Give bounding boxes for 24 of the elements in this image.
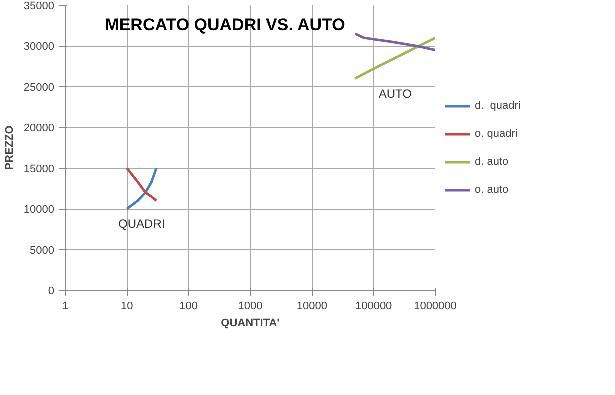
x-tick-label: 1 — [62, 300, 69, 312]
y-tick-label: 20000 — [24, 122, 55, 135]
x-tick-label: 100 — [180, 300, 198, 312]
y-tick-label: 15000 — [24, 163, 55, 176]
x-tick-label: 10000 — [296, 300, 328, 312]
y-axis-title: PREZZO — [4, 125, 16, 170]
legend-label: d. auto — [475, 156, 509, 168]
legend-label: o. auto — [475, 184, 509, 196]
legend-label: d. quadri — [475, 100, 521, 112]
y-tick-label: 5000 — [30, 244, 55, 257]
annotation: AUTO — [378, 86, 412, 101]
x-axis-title: QUANTITA' — [221, 318, 280, 330]
legend-label: o. quadri — [475, 128, 518, 140]
y-tick-label: 10000 — [24, 204, 55, 216]
x-tick-label: 10 — [121, 300, 134, 312]
y-tick-label: 0 — [48, 286, 55, 298]
y-tick-label: 30000 — [24, 41, 55, 54]
x-tick-label: 1000 — [238, 300, 263, 312]
x-tick-label: 1000000 — [414, 300, 457, 312]
text: MERCATO QUADRI VS. AUTO — [105, 16, 346, 34]
x-tick-label: 100000 — [355, 300, 392, 312]
y-tick-label: 25000 — [24, 82, 55, 94]
annotation: QUADRI — [118, 217, 166, 232]
y-tick-label: 35000 — [24, 0, 55, 12]
